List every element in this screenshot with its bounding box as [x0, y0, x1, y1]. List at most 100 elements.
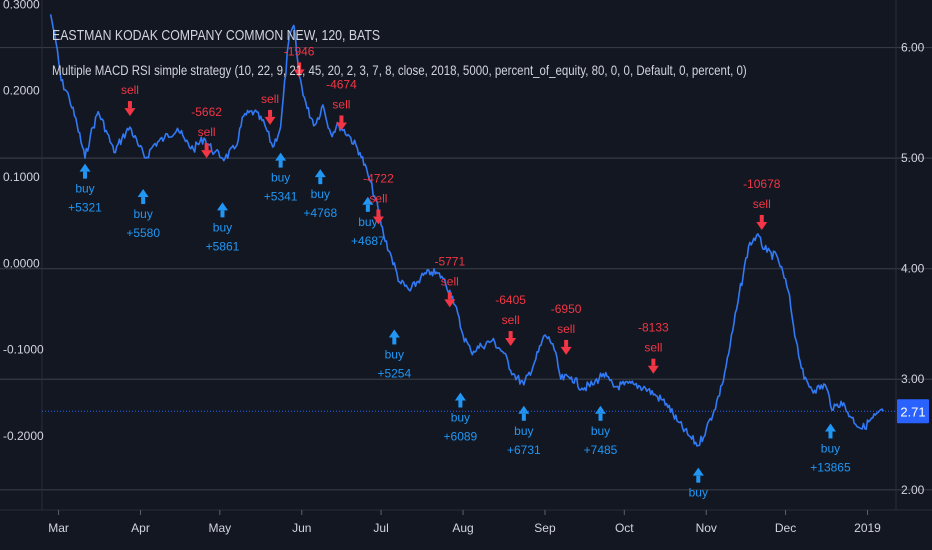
buy-label: +13865 — [810, 460, 851, 474]
buy-label: buy — [821, 441, 840, 455]
sell-label: -5771 — [434, 254, 465, 268]
time-axis-tick: 2019 — [854, 521, 881, 535]
sell-marker: -8133 sell — [638, 321, 669, 374]
buy-arrow-stem — [220, 210, 225, 218]
buy-label: buy — [213, 220, 232, 234]
time-axis-tick: Apr — [131, 521, 150, 535]
buy-arrow-stem — [318, 177, 323, 185]
right-axis-tick: 3.00 — [901, 372, 925, 386]
sell-arrow-stem — [376, 209, 381, 217]
sell-marker: -10678 sell — [743, 177, 781, 230]
sell-arrow-stem — [564, 339, 569, 347]
sell-arrow-icon — [444, 299, 456, 308]
buy-arrow-icon — [216, 202, 228, 211]
sell-marker: -4722 sell — [363, 171, 394, 225]
sell-arrow-icon — [505, 338, 517, 347]
sell-label: sell — [369, 191, 387, 205]
buy-arrow-stem — [392, 337, 397, 345]
sell-marker: sell — [121, 83, 139, 117]
strategy-legend[interactable]: Multiple MACD RSI simple strategy (10, 2… — [52, 62, 747, 78]
grid-lines — [0, 0, 932, 511]
sell-label: sell — [261, 92, 279, 106]
series-layer — [49, 14, 885, 447]
sell-label: sell — [502, 313, 520, 327]
left-axis-tick: -0.2000 — [3, 429, 44, 443]
sell-label: -10678 — [743, 177, 781, 191]
buy-marker: buy +6731 — [507, 405, 541, 457]
buy-label: +5861 — [206, 239, 240, 253]
time-axis-tick: Mar — [48, 521, 69, 535]
sell-arrow-stem — [268, 109, 273, 117]
sell-arrow-stem — [204, 143, 209, 151]
sell-label: -5662 — [191, 105, 222, 119]
buy-marker: buy +5321 — [68, 163, 102, 215]
sell-label: sell — [557, 322, 575, 336]
buy-label: buy — [311, 187, 330, 201]
buy-arrow-icon — [454, 392, 466, 401]
sell-label: sell — [753, 197, 771, 211]
sell-label: -4674 — [326, 77, 357, 91]
sell-arrow-stem — [297, 62, 302, 70]
sell-marker: -1946 — [284, 44, 315, 78]
sell-marker: -6405 sell — [495, 293, 526, 347]
time-axis-tick: May — [208, 521, 231, 535]
buy-marker: buy +13865 — [810, 423, 851, 474]
time-axis-tick: Aug — [452, 521, 473, 535]
right-axis-tick: 6.00 — [901, 41, 925, 55]
buy-arrow-icon — [362, 196, 374, 205]
right-axis-tick: 5.00 — [901, 151, 925, 165]
time-axis-tick: Jul — [373, 521, 388, 535]
buy-label: +4768 — [303, 206, 337, 220]
buy-arrow-stem — [365, 204, 370, 212]
sell-arrow-stem — [447, 292, 452, 300]
buy-label: buy — [514, 424, 533, 438]
buy-arrow-icon — [518, 405, 530, 414]
trade-markers: sell buy +5321 sell buy +5580 -5662 sell buy +586… — [68, 44, 851, 500]
buy-arrow-icon — [275, 152, 287, 161]
left-axis-tick: 0.3000 — [3, 0, 40, 11]
buy-arrow-stem — [83, 171, 88, 179]
buy-label: +6731 — [507, 443, 541, 457]
buy-label: +6089 — [444, 429, 478, 443]
buy-label: buy — [451, 410, 470, 424]
sell-marker: -5662 sell — [191, 105, 222, 159]
buy-arrow-stem — [141, 197, 146, 205]
sell-arrow-stem — [127, 101, 132, 109]
sell-arrow-icon — [647, 365, 659, 374]
sell-arrow-icon — [264, 116, 276, 125]
buy-label: buy — [591, 424, 610, 438]
buy-arrow-icon — [137, 189, 149, 198]
sell-label: -1946 — [284, 44, 315, 58]
sell-arrow-icon — [335, 122, 347, 131]
buy-label: buy — [689, 486, 708, 500]
buy-arrow-icon — [314, 169, 326, 178]
buy-marker: buy +5580 — [126, 189, 160, 240]
sell-label: -8133 — [638, 321, 669, 335]
sell-label: -6405 — [495, 293, 526, 307]
sell-arrow-stem — [508, 331, 513, 339]
buy-arrow-stem — [696, 475, 701, 483]
last-price-badge — [897, 399, 929, 424]
time-axis-tick: Oct — [615, 521, 634, 535]
sell-arrow-stem — [759, 214, 764, 222]
buy-arrow-stem — [278, 160, 283, 168]
sell-label: sell — [644, 341, 662, 355]
price-line — [49, 14, 885, 447]
buy-label: buy — [133, 207, 152, 221]
buy-label: +5254 — [377, 366, 411, 380]
left-axis-tick: 0.2000 — [3, 84, 40, 98]
sell-arrow-icon — [756, 221, 768, 230]
sell-label: -6950 — [551, 302, 582, 316]
buy-marker: buy +4768 — [303, 169, 337, 220]
buy-arrow-icon — [79, 163, 91, 172]
sell-arrow-stem — [339, 115, 344, 123]
right-axis-tick: 4.00 — [901, 262, 925, 276]
left-axis: 0.3000 0.2000 0.1000 0.0000 -0.1000 -0.2000 — [3, 0, 44, 443]
sell-marker: sell — [261, 92, 279, 125]
symbol-title: EASTMAN KODAK COMPANY COMMON NEW, 120, B… — [52, 27, 381, 44]
buy-label: buy — [75, 182, 94, 196]
sell-marker: -4674 sell — [326, 77, 357, 131]
sell-arrow-icon — [201, 150, 213, 159]
